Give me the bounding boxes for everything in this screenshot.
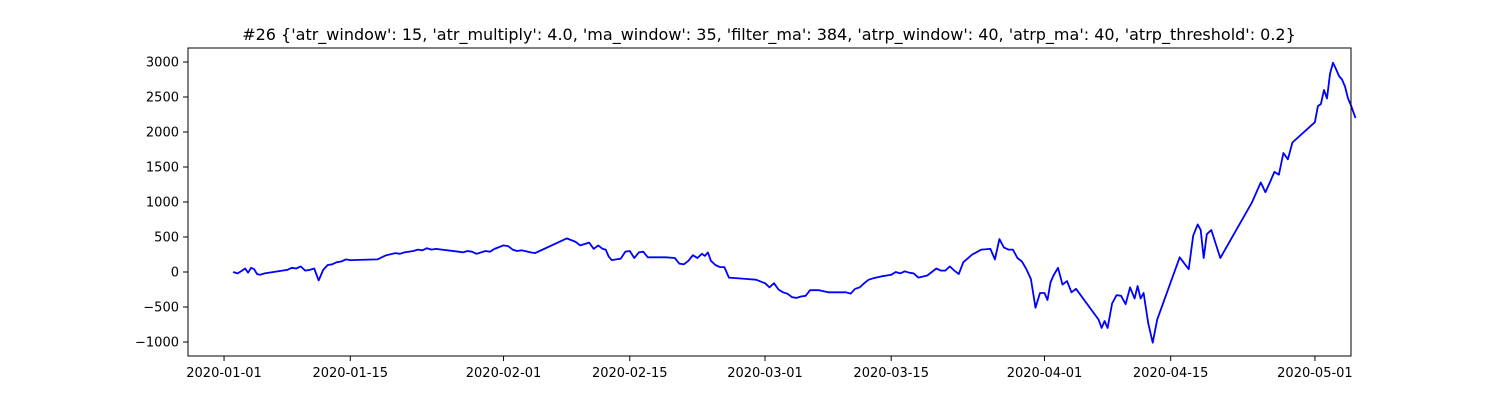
x-axis: 2020-01-01 2020-01-15 2020-02-01 2020-02-15… <box>186 356 1353 381</box>
y-tick-label: 2500 <box>146 91 179 106</box>
y-tick-label: 3000 <box>146 56 179 71</box>
y-tick-label: −500 <box>143 301 179 316</box>
y-tick-label: 1000 <box>146 196 179 211</box>
plot-background <box>188 48 1351 356</box>
y-tick-label: −1000 <box>135 336 179 351</box>
x-tick-label: 2020-03-15 <box>853 366 929 381</box>
x-tick-label: 2020-04-01 <box>1007 366 1083 381</box>
y-tick-label: 0 <box>171 266 179 281</box>
chart-title: #26 {'atr_window': 15, 'atr_multiply': 4… <box>242 25 1296 45</box>
x-tick-label: 2020-03-01 <box>727 366 803 381</box>
y-tick-label: 500 <box>154 231 179 246</box>
plot-frame <box>187 47 1352 357</box>
x-tick-label: 2020-05-01 <box>1277 366 1353 381</box>
x-tick-label: 2020-01-15 <box>312 366 388 381</box>
x-tick-label: 2020-02-15 <box>592 366 668 381</box>
x-tick-label: 2020-01-01 <box>186 366 262 381</box>
x-tick-label: 2020-04-15 <box>1133 366 1209 381</box>
y-axis: −1000 −500 0 500 1000 1500 2000 2500 3000 <box>135 56 188 351</box>
x-tick-label: 2020-02-01 <box>466 366 542 381</box>
series-line <box>232 61 1357 344</box>
y-tick-label: 2000 <box>146 126 179 141</box>
y-tick-label: 1500 <box>146 161 179 176</box>
